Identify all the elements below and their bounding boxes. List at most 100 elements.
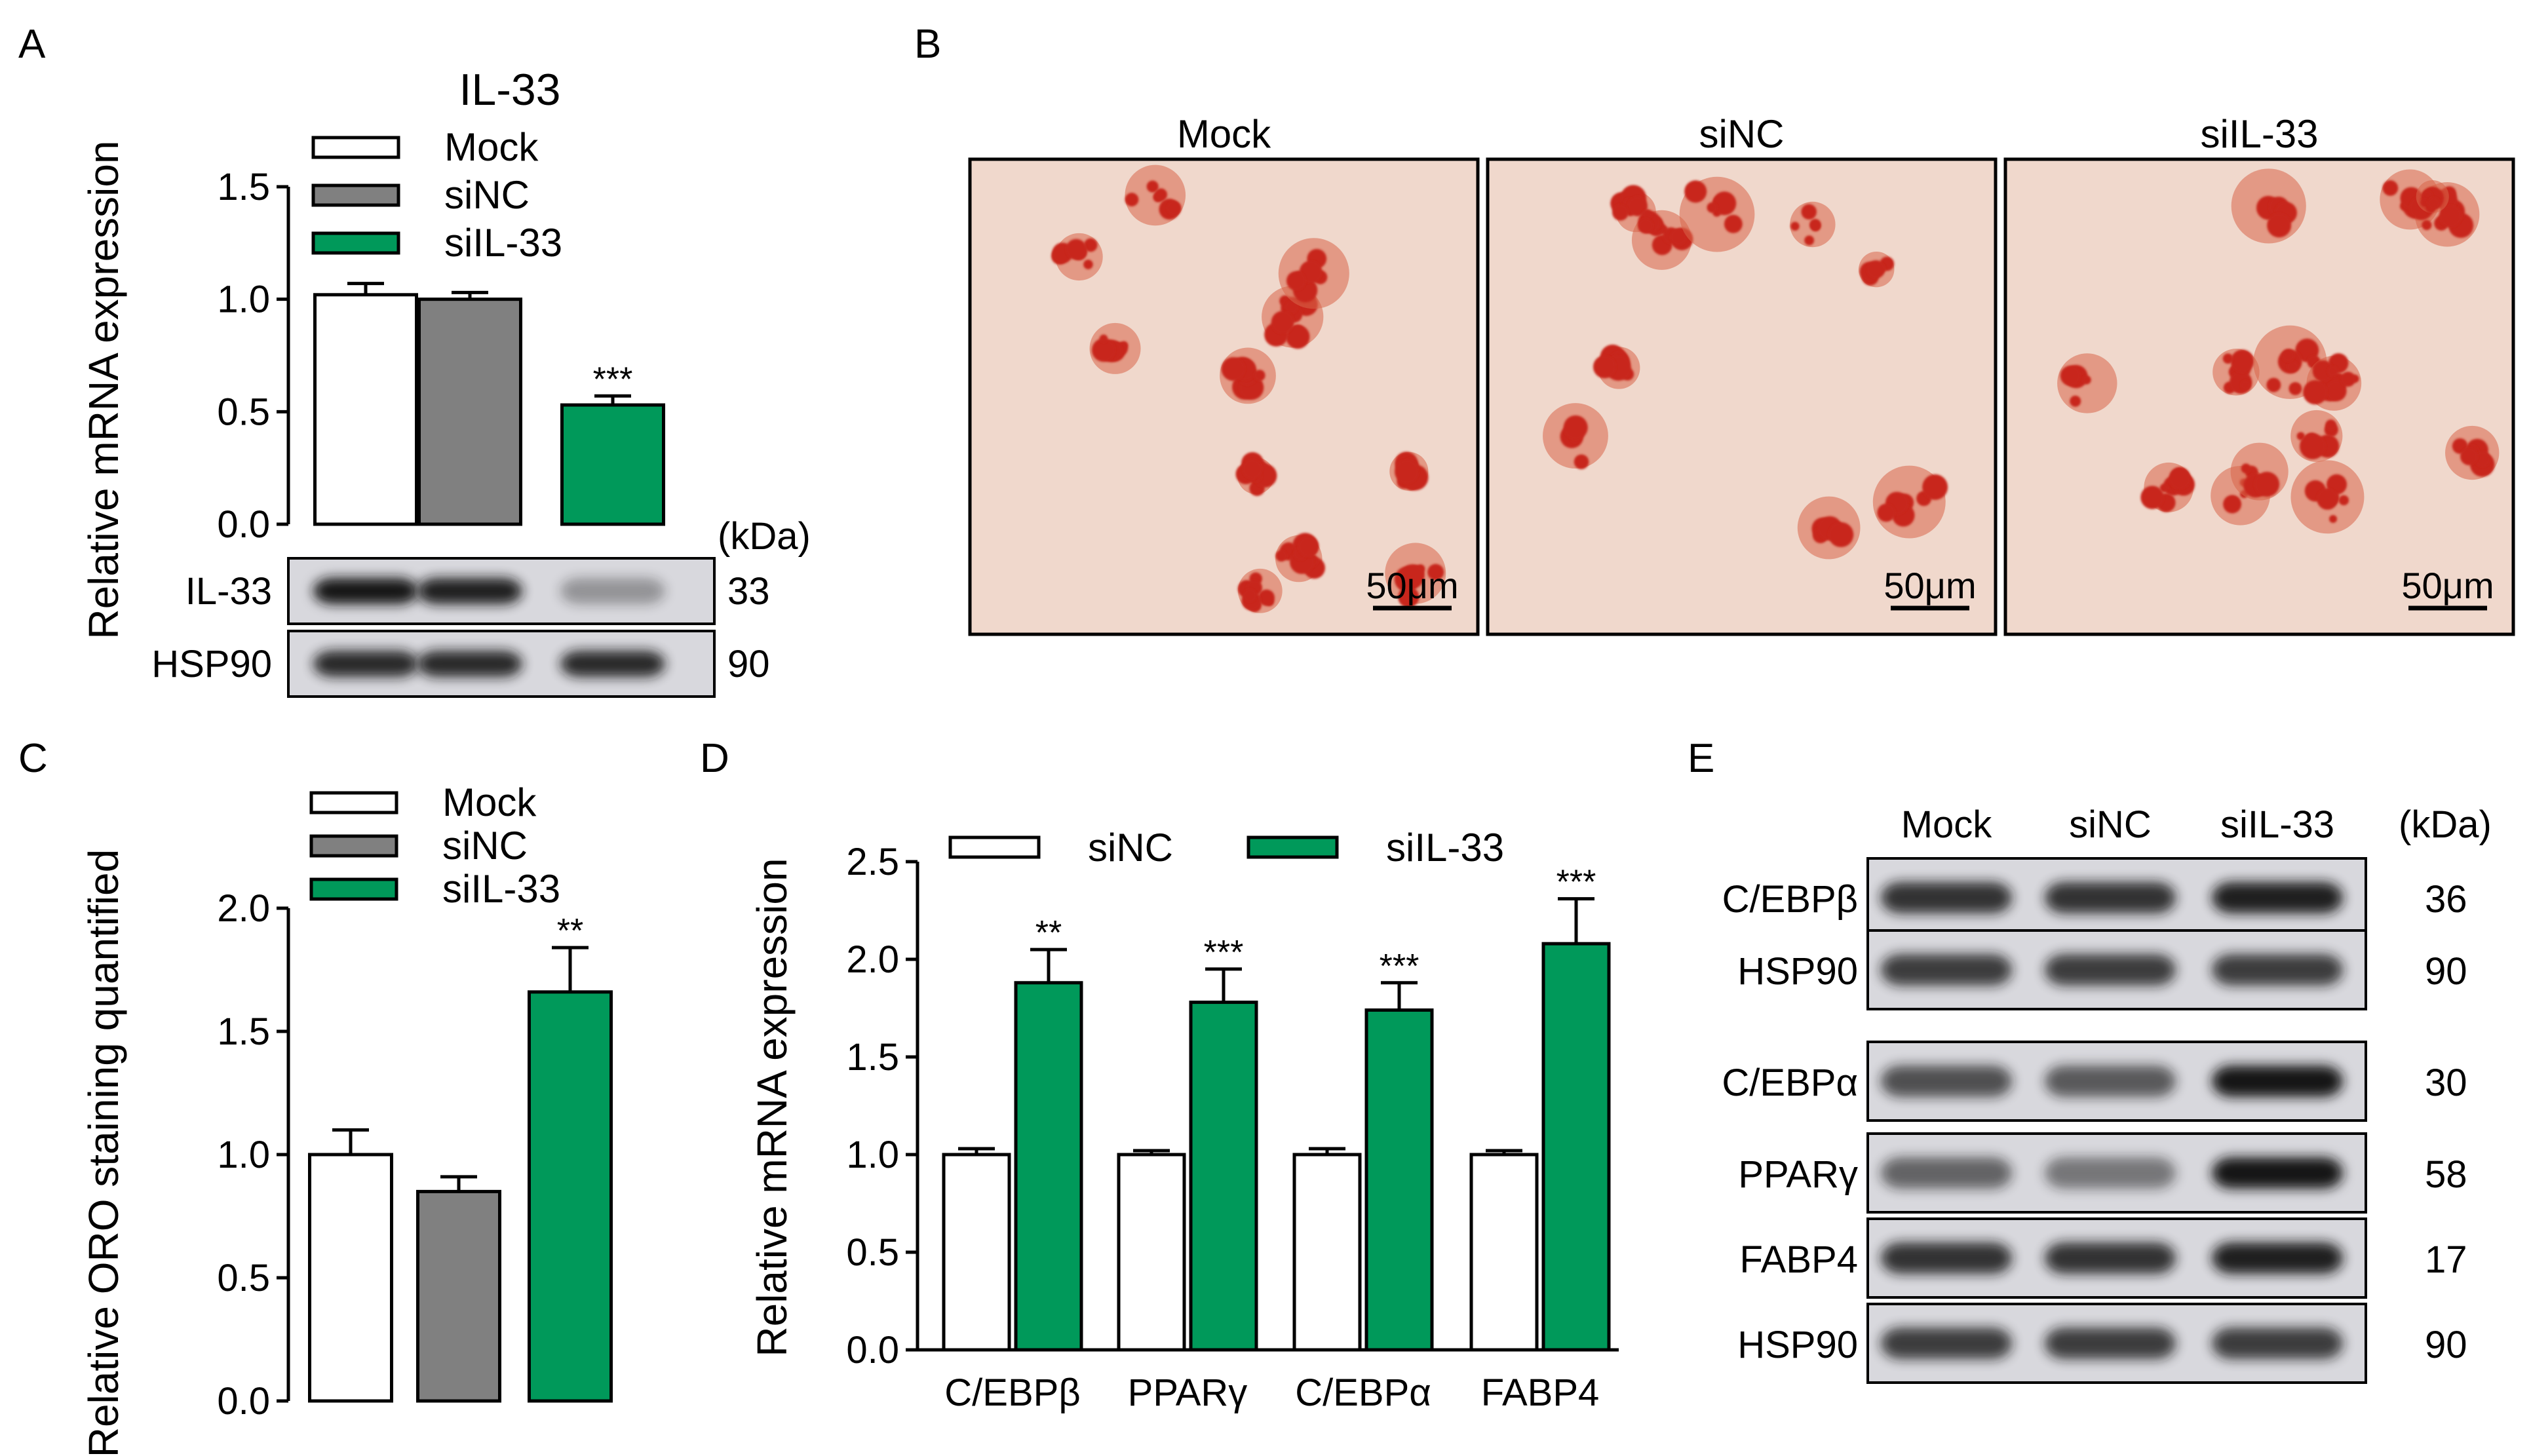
lipid-droplet	[2439, 204, 2462, 227]
lipid-droplet	[2460, 448, 2478, 465]
lipid-droplet	[1286, 271, 1306, 291]
blot-a-blot-band	[417, 578, 522, 604]
lipid-droplet	[2169, 467, 2191, 489]
chart-d-bar	[1364, 1008, 1434, 1352]
staining-image	[1051, 164, 1446, 613]
chart-d-ylabel: Relative mRNA expression	[748, 858, 796, 1356]
lipid-droplet	[2312, 360, 2334, 382]
chart-c-legend-swatch	[309, 834, 398, 858]
chart-d-x-tick-label: FABP4	[1481, 1371, 1600, 1414]
lipid-droplet	[1254, 370, 1266, 381]
lipid-droplet	[1804, 235, 1815, 246]
lipid-droplet	[2281, 349, 2295, 362]
chart-c-bar	[308, 1153, 393, 1403]
blot-e-blot-band	[1881, 1242, 2012, 1274]
chart-d-bar	[1014, 981, 1083, 1352]
chart-c-y-tick-label: 1.5	[217, 1010, 270, 1053]
panel-label-c: C	[18, 736, 48, 781]
blot-e-row-label: FABP4	[1739, 1238, 1858, 1281]
chart-d-bar	[942, 1153, 1011, 1352]
lipid-droplet	[1427, 564, 1444, 581]
lipid-droplet	[1638, 218, 1653, 234]
panel-label-a: A	[18, 22, 46, 67]
chart-a: IL-33 Relative mRNA expression 0.0 0.5 1.0…	[80, 65, 665, 640]
lipid-droplet	[1866, 260, 1885, 278]
panel-label-d: D	[700, 736, 729, 781]
blot-e-blot-band	[1881, 954, 2012, 986]
blot-e-row-label: C/EBPα	[1722, 1062, 1858, 1104]
lipid-droplet	[1243, 588, 1257, 603]
lipid-droplet	[2287, 360, 2298, 373]
blot-e-blot-band	[2212, 1328, 2343, 1359]
chart-d-significance: ***	[1556, 864, 1596, 902]
chart-a-legend-swatch	[311, 136, 400, 159]
chart-a-legend-label: Mock	[444, 125, 539, 169]
staining-panel-label: Mock	[1177, 112, 1271, 156]
chart-a-ylabel: Relative mRNA expression	[80, 140, 127, 639]
lipid-droplet	[1286, 324, 1310, 349]
chart-d-legend-swatch	[948, 835, 1041, 859]
chart-a-y-tick-label: 1.5	[217, 166, 270, 208]
blot-e-blot-band	[2212, 1242, 2343, 1274]
blot-e-kda-label: (kDa)	[2399, 803, 2492, 846]
lipid-droplet	[1083, 238, 1098, 252]
lipid-droplet	[1627, 196, 1648, 216]
lipid-droplet	[1275, 550, 1287, 562]
lipid-droplet	[2338, 495, 2349, 506]
chart-a-bar	[313, 293, 418, 526]
blot-a-blot-band	[417, 651, 522, 677]
lipid-droplet	[1877, 503, 1895, 522]
chart-a-legend-label: siIL-33	[444, 221, 562, 265]
lipid-droplet	[1271, 311, 1294, 334]
panel-label-e: E	[1688, 736, 1714, 781]
lipid-droplet	[2254, 471, 2280, 497]
blot-e-blot-band	[2212, 954, 2343, 986]
lipid-droplet	[2082, 375, 2091, 385]
lipid-droplet	[2422, 220, 2432, 231]
chart-a-bar	[560, 403, 665, 526]
lipid-droplet	[2060, 366, 2081, 386]
blot-e-blot-band	[1881, 1328, 2012, 1359]
chart-c-legend-swatch	[309, 877, 398, 901]
lipid-droplet	[2317, 488, 2338, 510]
chart-a-y-tick-label: 0.5	[217, 391, 270, 433]
lipid-droplet	[1066, 239, 1087, 260]
chart-a-legend-swatch	[311, 183, 400, 207]
lipid-droplet	[2474, 451, 2490, 467]
lipid-droplet	[1400, 564, 1425, 589]
chart-c-y-tick-label: 1.0	[217, 1134, 270, 1176]
blot-a-blot-band	[313, 578, 418, 604]
chart-d-legend-swatch	[1246, 835, 1339, 859]
blot-a-blot-band	[560, 578, 665, 604]
lipid-droplet	[1563, 415, 1588, 440]
chart-a-bar	[417, 297, 522, 526]
lipid-droplet	[1298, 536, 1319, 557]
lipid-droplet	[1828, 522, 1854, 548]
lipid-droplet	[2427, 197, 2441, 210]
chart-d-bar	[1469, 1153, 1539, 1352]
blot-e-kda: 36	[2425, 878, 2467, 921]
chart-c-ylabel: Relative ORO staining quantified	[80, 849, 127, 1456]
lipid-droplet	[2223, 495, 2242, 514]
blot-e-blot-band	[1881, 1157, 2012, 1189]
panel-label-b: B	[914, 22, 941, 67]
chart-a-y-tick-label: 1.0	[217, 278, 270, 321]
staining-frame	[1486, 157, 1998, 636]
blot-e-blot-band	[2045, 882, 2176, 913]
blot-e-blot-band	[2212, 1065, 2343, 1097]
chart-d-y-tick-label: 2.5	[846, 841, 899, 883]
blot-e-kda: 58	[2425, 1153, 2467, 1196]
chart-d-significance: ***	[1380, 948, 1420, 986]
chart-a-legend-swatch	[311, 231, 400, 255]
lipid-droplet	[2222, 353, 2233, 364]
chart-d-legend-label: siIL-33	[1386, 826, 1504, 870]
scale-bar-label: 50μm	[1884, 565, 1976, 606]
chart-d: Relative mRNA expression 0.0 0.5 1.0 1.5 2.0…	[748, 826, 1619, 1414]
lipid-droplet	[2325, 419, 2337, 431]
scale-bar-label: 50μm	[1366, 565, 1458, 606]
blot-e-blot-band	[2045, 1328, 2176, 1359]
blot-e-blot-band	[2212, 1157, 2343, 1189]
chart-d-y-tick-label: 0.0	[846, 1329, 899, 1371]
lipid-droplet	[1155, 188, 1168, 201]
blot-e-kda: 90	[2425, 950, 2467, 993]
